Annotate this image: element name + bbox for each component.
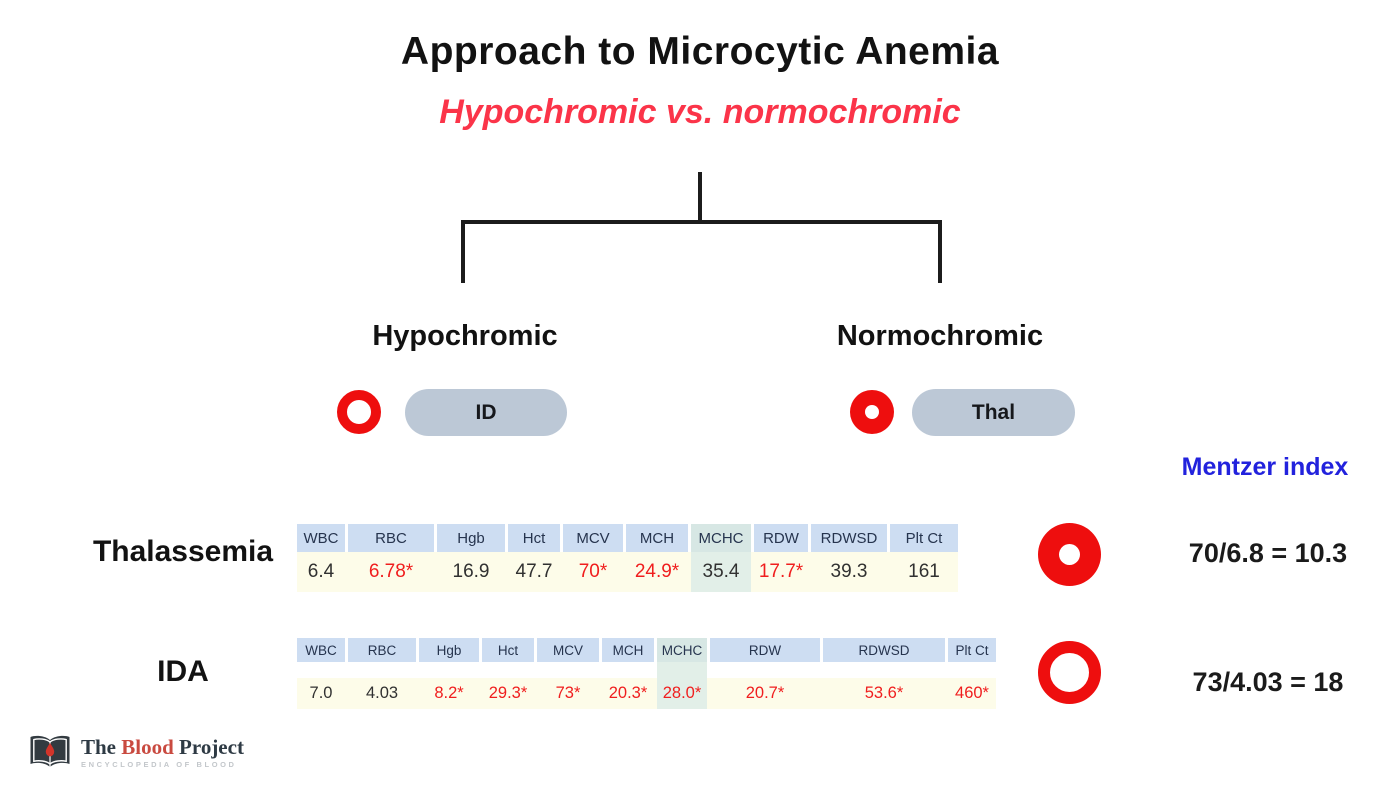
ida-lab-table: WBC RBC Hgb Hct MCV MCH MCHC RDW RDWSD Plt Ct 7.0 4… [297, 638, 996, 709]
branch-label-hypochromic: Hypochromic [372, 320, 558, 352]
lab-value-rdw: 17.7* [758, 561, 804, 582]
column-header-hgb: Hgb [437, 524, 505, 552]
column-header-mch: MCH [626, 524, 688, 552]
lab-value-hgb: 16.9 [452, 561, 490, 582]
column-header-mch: MCH [602, 638, 654, 662]
column-header-rdw: RDW [710, 638, 820, 662]
lab-value-mchc: 28.0* [657, 678, 707, 709]
row-label-ida: IDA [157, 655, 209, 688]
logo-word-project: Project [179, 734, 244, 759]
tree-left-branch-line [461, 220, 465, 283]
lab-value-mchc: 35.4 [691, 552, 751, 592]
column-header-mchc: MCHC [691, 524, 751, 552]
column-header-rdwsd: RDWSD [811, 524, 887, 552]
thal-pill: Thal [912, 389, 1075, 436]
column-header-rbc: RBC [348, 638, 416, 662]
lab-value-mch: 24.9* [634, 561, 680, 582]
logo-word-blood: Blood [121, 734, 174, 759]
lab-value-rdw: 20.7* [745, 684, 785, 702]
logo-word-the: The [81, 734, 117, 759]
table-gap-cell [602, 662, 654, 678]
table-gap-cell [297, 662, 345, 678]
the-blood-project-logo: The Blood Project ENCYCLOPEDIA OF BLOOD [28, 733, 244, 771]
page-title: Approach to Microcytic Anemia [400, 30, 1000, 73]
table-gap-cell [948, 662, 996, 678]
page-subtitle: Hypochromic vs. normochromic [439, 93, 961, 131]
table-gap-cell [419, 662, 479, 678]
row-label-thalassemia: Thalassemia [92, 535, 274, 568]
lab-value-rbc: 4.03 [365, 684, 399, 702]
normochromic-rbc-icon [850, 390, 894, 434]
logo-tagline: ENCYCLOPEDIA OF BLOOD [81, 759, 237, 769]
lab-value-wbc: 6.4 [307, 561, 335, 582]
lab-value-wbc: 7.0 [309, 684, 333, 702]
lab-value-rdwsd: 39.3 [830, 561, 868, 582]
column-header-plt-ct: Plt Ct [948, 638, 996, 662]
open-book-blood-drop-icon [30, 735, 70, 767]
column-header-plt-ct: Plt Ct [890, 524, 958, 552]
table-gap-cell [348, 662, 416, 678]
thalassemia-lab-table: WBC RBC Hgb Hct MCV MCH MCHC RDW RDWSD Plt Ct 6.4 6… [297, 524, 958, 592]
lab-value-mch: 20.3* [608, 684, 648, 702]
table-gap-cell [537, 662, 599, 678]
logo-text: The Blood Project ENCYCLOPEDIA OF BLOOD [81, 736, 244, 769]
column-header-hgb: Hgb [419, 638, 479, 662]
column-header-rbc: RBC [348, 524, 434, 552]
column-header-rdw: RDW [754, 524, 808, 552]
branch-label-normochromic: Normochromic [836, 320, 1044, 352]
thalassemia-normochromic-rbc-icon [1038, 523, 1101, 586]
tree-horizontal-line [461, 220, 942, 224]
table-gap-cell [710, 662, 820, 678]
mentzer-calc-ida: 73/4.03 = 18 [1192, 667, 1344, 697]
mentzer-calc-thalassemia: 70/6.8 = 10.3 [1188, 538, 1348, 568]
column-header-mcv: MCV [563, 524, 623, 552]
table-gap-cell [482, 662, 534, 678]
id-pill-label: ID [475, 400, 497, 424]
column-header-mchc: MCHC [657, 638, 707, 662]
lab-value-mcv: 73* [555, 684, 581, 702]
lab-value-rdwsd: 53.6* [864, 684, 904, 702]
column-header-wbc: WBC [297, 638, 345, 662]
lab-value-plt-ct: 161 [908, 561, 940, 582]
lab-value-hgb: 8.2* [434, 684, 464, 702]
lab-value-mcv: 70* [578, 561, 608, 582]
lab-value-hct: 29.3* [488, 684, 528, 702]
thal-pill-label: Thal [971, 400, 1016, 424]
tree-right-branch-line [938, 220, 942, 283]
column-header-hct: Hct [482, 638, 534, 662]
rbc-central-pallor [1059, 544, 1080, 565]
id-pill: ID [405, 389, 567, 436]
table-gap-cell [657, 662, 707, 678]
column-header-mcv: MCV [537, 638, 599, 662]
lab-value-plt-ct: 460* [955, 684, 989, 702]
column-header-wbc: WBC [297, 524, 345, 552]
logo-title: The Blood Project [81, 736, 244, 758]
column-header-rdwsd: RDWSD [823, 638, 945, 662]
hypochromic-rbc-icon [337, 390, 381, 434]
column-header-hct: Hct [508, 524, 560, 552]
ida-hypochromic-rbc-icon [1038, 641, 1101, 704]
lab-value-hct: 47.7 [515, 561, 553, 582]
rbc-central-pallor [865, 405, 879, 419]
table-gap-cell [823, 662, 945, 678]
mentzer-index-heading: Mentzer index [1181, 453, 1349, 481]
lab-value-rbc: 6.78* [368, 561, 414, 582]
tree-stem-line [698, 172, 702, 222]
